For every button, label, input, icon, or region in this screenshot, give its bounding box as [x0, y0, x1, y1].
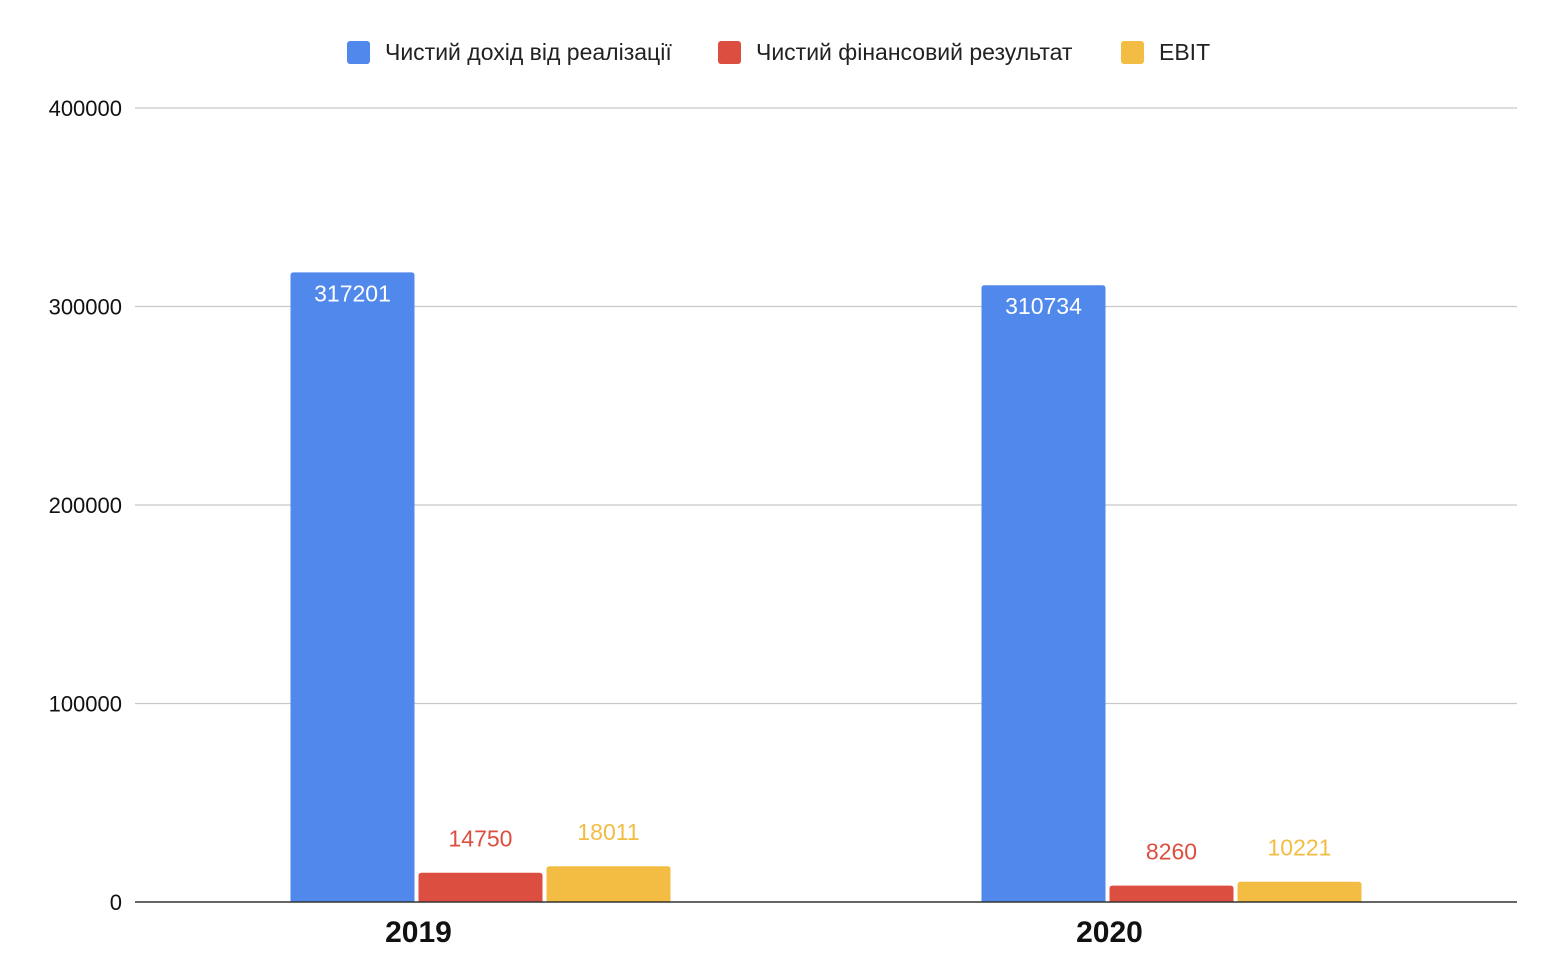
- legend-item: Чистий фінансовий результат: [718, 39, 1073, 65]
- legend-label: EBIT: [1159, 39, 1210, 65]
- data-label: 14750: [449, 826, 513, 852]
- data-label: 310734: [1005, 293, 1082, 319]
- data-label: 317201: [314, 280, 391, 306]
- y-tick-label: 400000: [49, 96, 122, 121]
- y-axis-ticks: 0 100000 200000 300000 400000: [49, 96, 122, 915]
- bar-2019-series-2: [546, 866, 671, 902]
- legend-swatch: [347, 41, 370, 64]
- y-tick-label: 100000: [49, 692, 122, 717]
- bar-2019-series-1: [418, 872, 543, 902]
- legend-swatch: [1121, 41, 1144, 64]
- legend-item: Чистий дохід від реалізації: [347, 39, 672, 65]
- x-axis-categories: 2019 2020: [385, 916, 1143, 949]
- bar-2020-series-2: [1237, 881, 1362, 902]
- bars: [290, 272, 1362, 903]
- y-tick-label: 300000: [49, 295, 122, 320]
- y-tick-label: 200000: [49, 493, 122, 518]
- bar-2020-series-0: [981, 285, 1106, 903]
- y-tick-label: 0: [110, 890, 122, 915]
- x-category-label: 2020: [1076, 916, 1143, 949]
- data-label: 8260: [1146, 839, 1197, 865]
- x-category-label: 2019: [385, 916, 452, 949]
- legend-label: Чистий дохід від реалізації: [385, 39, 672, 65]
- legend-swatch: [718, 41, 741, 64]
- legend: Чистий дохід від реалізації Чистий фінанс…: [347, 39, 1210, 65]
- bar-2020-series-1: [1109, 885, 1234, 902]
- bar-2019-series-0: [290, 272, 415, 902]
- data-label: 10221: [1268, 835, 1332, 861]
- data-label: 18011: [577, 819, 639, 845]
- data-labels: 317201 14750 18011 310734 8260 10221: [314, 280, 1331, 864]
- legend-label: Чистий фінансовий результат: [756, 39, 1073, 65]
- legend-item: EBIT: [1121, 39, 1210, 65]
